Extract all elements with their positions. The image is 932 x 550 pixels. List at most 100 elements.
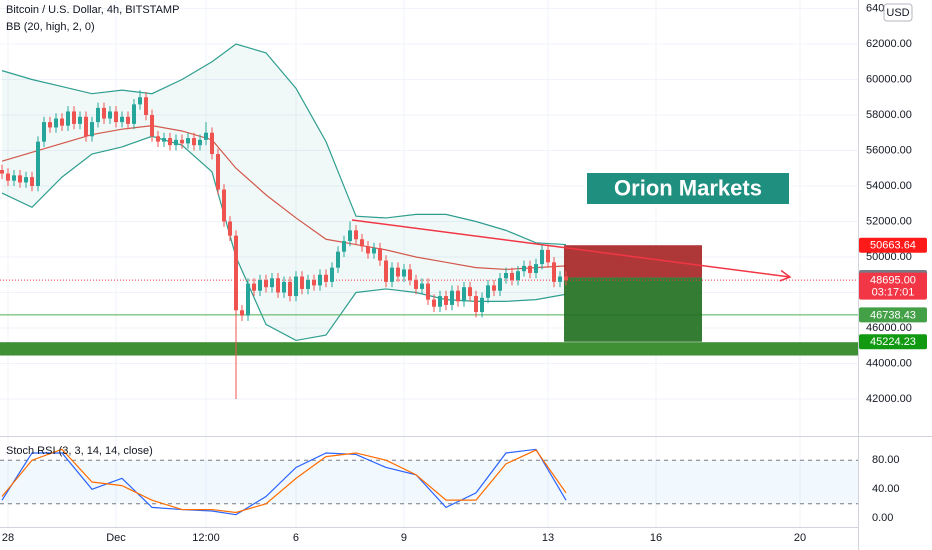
candle-body xyxy=(47,122,52,128)
watermark-box xyxy=(585,171,791,206)
candle-body xyxy=(143,97,148,115)
price-label-bg xyxy=(859,272,927,300)
price-label: 50663.64 xyxy=(870,240,916,252)
candle-body xyxy=(113,111,118,123)
x-tick-label: 13 xyxy=(542,532,554,544)
candle-body xyxy=(209,132,214,155)
y-tick-label: 62000.00 xyxy=(866,38,912,50)
candle-body xyxy=(383,260,388,282)
candle-body xyxy=(155,136,160,142)
x-tick-label: 16 xyxy=(650,532,662,544)
candle-body xyxy=(5,173,10,181)
y-tick-label: 44000.00 xyxy=(866,357,912,369)
candle-body xyxy=(335,251,340,268)
candle-body xyxy=(197,139,202,146)
candle-body xyxy=(53,118,58,128)
y-tick-label: 52000.00 xyxy=(866,215,912,227)
y-tick-label: 42000.00 xyxy=(866,393,912,405)
candle-body xyxy=(359,239,364,247)
x-tick-label: Dec xyxy=(106,532,126,544)
candle-body xyxy=(503,272,508,279)
candle-body xyxy=(473,296,478,313)
currency-box xyxy=(883,3,913,22)
candle-body xyxy=(467,287,472,297)
candle-body xyxy=(215,154,220,190)
candle-body xyxy=(509,272,514,281)
currency: USD xyxy=(886,7,909,19)
price-label-bg xyxy=(859,307,927,323)
trend-arrow-head xyxy=(779,269,792,282)
candle-body xyxy=(305,280,310,289)
indicator-label: BB (20, high, 2, 0) xyxy=(6,21,95,33)
candle-body xyxy=(107,111,112,119)
price-label-bg xyxy=(859,237,927,253)
candle-body xyxy=(407,269,412,281)
candle-body xyxy=(299,276,304,289)
candle-body xyxy=(269,278,274,288)
candle-body xyxy=(23,177,28,183)
candle-body xyxy=(245,283,250,316)
candle-body xyxy=(551,262,556,282)
candle-body xyxy=(527,265,532,273)
candle-body xyxy=(17,175,22,183)
candle-body xyxy=(167,138,172,146)
candle-body xyxy=(455,290,460,302)
candle-body xyxy=(365,246,370,254)
watermark: Orion Markets xyxy=(614,175,762,200)
candle-body xyxy=(95,107,100,123)
stoch-band xyxy=(0,460,858,504)
candle-body xyxy=(401,269,406,277)
price-label-bg xyxy=(859,334,927,350)
candle-body xyxy=(233,235,238,311)
chart-title: Bitcoin / U.S. Dollar, 4h, BITSTAMP xyxy=(6,4,179,16)
price-timer: 03:17:01 xyxy=(872,287,915,299)
stoch-line xyxy=(1,448,567,516)
candle-body xyxy=(539,249,544,265)
candle-body xyxy=(449,290,454,305)
candle-body xyxy=(29,177,34,186)
bb-fill xyxy=(1,44,566,341)
candle-body xyxy=(545,249,550,263)
stoch-pane xyxy=(0,437,858,527)
x-tick-label: 6 xyxy=(293,532,299,544)
candle-body xyxy=(533,264,538,273)
candle-body xyxy=(71,111,76,124)
candle-body xyxy=(431,299,436,307)
bb-upper xyxy=(1,43,567,246)
candle-body xyxy=(173,139,178,146)
candle-body xyxy=(101,107,106,119)
candle-body xyxy=(497,278,502,291)
candle-body xyxy=(149,115,154,137)
candle-body xyxy=(395,267,400,277)
candle-body xyxy=(119,116,124,123)
candle-body xyxy=(461,287,466,302)
candle-body xyxy=(83,116,88,137)
y-tick-label: 0.00 xyxy=(872,512,893,524)
bb-basis xyxy=(1,125,567,271)
candle-body xyxy=(89,122,94,137)
candle-body xyxy=(329,267,334,282)
price-label: 46738.43 xyxy=(870,309,916,321)
price-label: 48695.00 xyxy=(870,275,916,287)
candle-body xyxy=(65,111,70,126)
candle-body xyxy=(311,280,316,286)
y-tick-label: 80.00 xyxy=(872,454,900,466)
main-pane xyxy=(0,0,858,436)
candle-body xyxy=(257,280,262,291)
candle-body xyxy=(371,248,376,254)
y-tick-label: 60000.00 xyxy=(866,73,912,85)
trend-line xyxy=(351,219,791,278)
stoch-line xyxy=(1,448,567,514)
candle-body xyxy=(191,138,196,146)
position-target xyxy=(564,277,703,342)
y-tick-label: 58000.00 xyxy=(866,109,912,121)
candle-body xyxy=(281,281,286,293)
candle-body xyxy=(515,271,520,281)
candle-body xyxy=(425,283,430,300)
support-zone xyxy=(0,342,858,356)
price-label: 45224.23 xyxy=(870,336,916,348)
x-tick-label: 12:00 xyxy=(192,532,220,544)
candle-body xyxy=(59,118,64,126)
candle-body xyxy=(341,241,346,252)
